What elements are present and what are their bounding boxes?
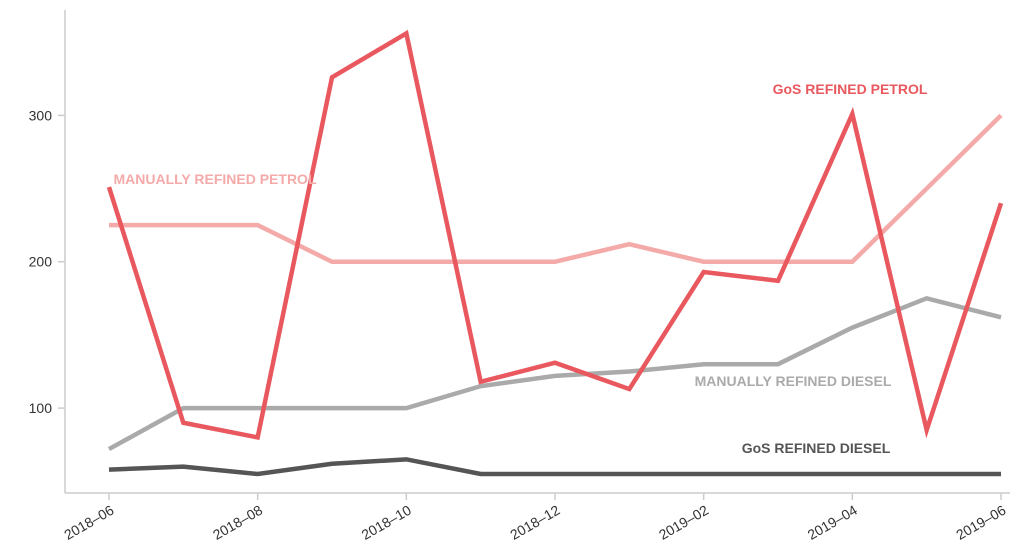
series-label: MANUALLY REFINED PETROL: [113, 171, 316, 187]
series-line: [108, 457, 1001, 477]
x-tick-label: 2018–06: [61, 502, 116, 543]
series-line: [106, 29, 1004, 441]
y-tick-label: 200: [29, 254, 53, 270]
series-label: MANUALLY REFINED DIESEL: [695, 373, 892, 389]
y-tick-label: 100: [29, 400, 53, 416]
x-tick-label: 2019–04: [805, 502, 860, 543]
series-label: GoS REFINED DIESEL: [742, 440, 891, 456]
x-tick-label: 2019–02: [656, 502, 711, 543]
x-tick-label: 2019–06: [953, 502, 1008, 543]
x-tick-label: 2018–10: [359, 502, 414, 543]
series-line: [107, 295, 1002, 452]
series-label: GoS REFINED PETROL: [773, 81, 928, 97]
x-tick-label: 2018–12: [507, 502, 562, 543]
x-tick-label: 2018–08: [210, 502, 265, 543]
y-tick-label: 300: [29, 107, 53, 123]
series-line: [109, 113, 1003, 264]
